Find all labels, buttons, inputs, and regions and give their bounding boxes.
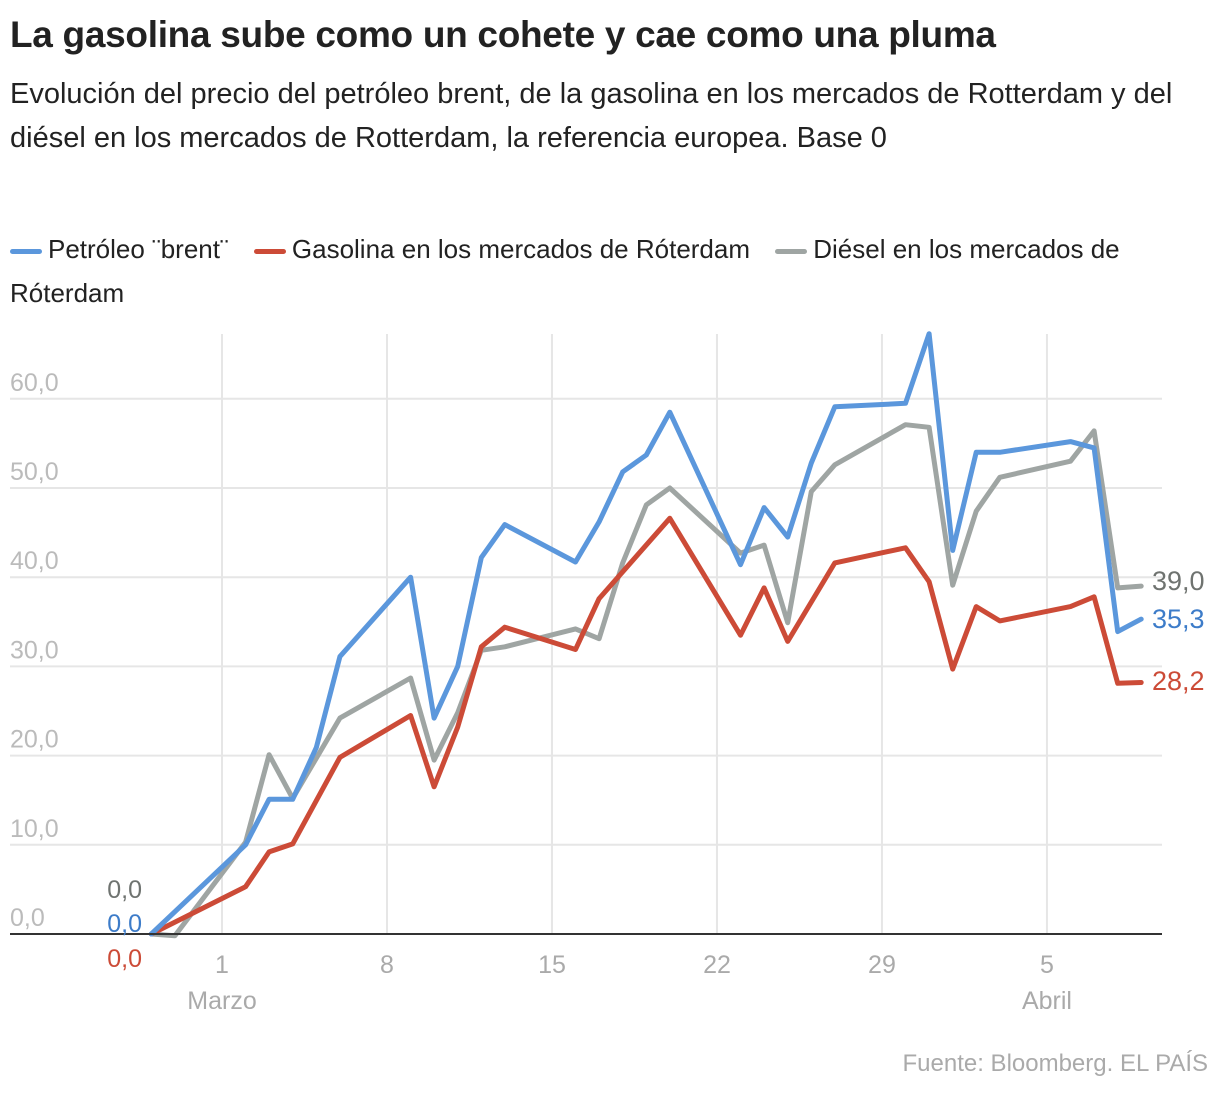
x-tick-label: 22 — [703, 951, 731, 979]
x-tick-label: 8 — [380, 951, 394, 979]
series-line-2 — [148, 422, 1144, 939]
end-value-label: 28,2 — [1152, 666, 1205, 696]
start-value-label: 0,0 — [107, 910, 142, 938]
chart-subtitle: Evolución del precio del petróleo brent,… — [10, 78, 1173, 154]
x-month-label: Abril — [1022, 987, 1072, 1015]
y-tick-label: 50,0 — [10, 458, 59, 486]
legend-swatch-diesel — [775, 248, 808, 254]
x-tick-label: 5 — [1040, 951, 1054, 979]
x-tick-label: 29 — [868, 951, 896, 979]
legend-swatch-brent — [10, 248, 42, 254]
legend-label-gasolina: Gasolina en los mercados de Róterdam — [291, 234, 751, 264]
legend-label-diesel: Diésel en los mercados de Róterdam — [10, 234, 1120, 308]
y-tick-label: 40,0 — [10, 547, 59, 575]
y-tick-label: 0,0 — [10, 904, 45, 932]
series-line-1 — [148, 515, 1144, 937]
source-note: Fuente: Bloomberg. EL PAÍS — [902, 1050, 1209, 1077]
x-month-label: Marzo — [187, 987, 256, 1015]
x-tick-label: 15 — [538, 951, 566, 979]
y-tick-label: 10,0 — [10, 815, 59, 843]
legend-item-brent: Petróleo ¨brent¨ — [10, 234, 229, 264]
legend-label-brent: Petróleo ¨brent¨ — [48, 234, 229, 264]
legend-item-diesel: Diésel en los mercados de Róterdam — [10, 234, 1120, 308]
chart-title: La gasolina sube como un cohete y cae co… — [10, 14, 996, 55]
legend-item-gasolina: Gasolina en los mercados de Róterdam — [253, 234, 751, 264]
end-value-label: 35,3 — [1152, 604, 1205, 634]
start-value-label: 0,0 — [107, 945, 142, 973]
series-line-0 — [148, 331, 1144, 937]
start-value-label: 0,0 — [107, 876, 142, 904]
end-value-label: 39,0 — [1152, 566, 1205, 596]
y-tick-label: 60,0 — [10, 369, 59, 397]
y-tick-label: 30,0 — [10, 636, 59, 664]
x-tick-label: 1 — [215, 951, 229, 979]
y-tick-label: 20,0 — [10, 726, 59, 754]
legend: Petróleo ¨brent¨ Gasolina en los mercado… — [10, 227, 1210, 315]
legend-swatch-gasolina — [253, 248, 286, 254]
